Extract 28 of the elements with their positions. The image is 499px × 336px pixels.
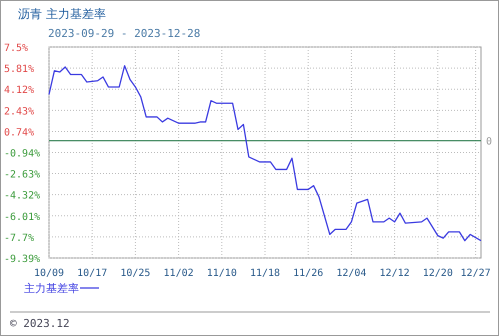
y-tick-label: -0.94%	[4, 148, 40, 160]
legend-label: 主力基差率	[24, 282, 79, 295]
ref-line-label: 0	[486, 136, 492, 148]
x-tick-label: 12/04	[336, 268, 366, 279]
y-tick-label: 4.12%	[4, 85, 34, 96]
y-tick-label: -2.63%	[4, 170, 40, 181]
x-tick-label: 11/18	[250, 268, 280, 279]
y-tick-label: -7.7%	[4, 232, 34, 244]
y-tick-label: -6.01%	[4, 212, 40, 223]
x-tick-label: 11/02	[164, 268, 194, 279]
x-tick-label: 12/27	[460, 268, 491, 279]
x-tick-label: 10/25	[120, 268, 150, 279]
line-series	[48, 65, 482, 242]
y-tick-label: -9.39%	[4, 254, 40, 265]
x-tick-label: 11/10	[206, 268, 237, 279]
chart-subtitle: 2023-09-29 - 2023-12-28	[48, 27, 200, 40]
y-tick-label: -4.32%	[4, 190, 40, 202]
y-tick-label: 7.5%	[4, 43, 28, 54]
x-tick-label: 10/17	[77, 268, 108, 279]
text: © 2023.12	[10, 317, 70, 330]
x-tick-label: 12/12	[380, 268, 410, 279]
y-tick-label: 0.74%	[4, 127, 34, 138]
y-tick-label: 2.43%	[4, 106, 34, 118]
x-tick-label: 11/26	[293, 268, 324, 279]
y-tick-label: 5.81%	[4, 64, 34, 76]
x-tick-label: 10/09	[34, 268, 64, 279]
x-tick-label: 12/20	[422, 268, 453, 279]
chart-title: 沥青 主力基差率	[18, 7, 106, 21]
